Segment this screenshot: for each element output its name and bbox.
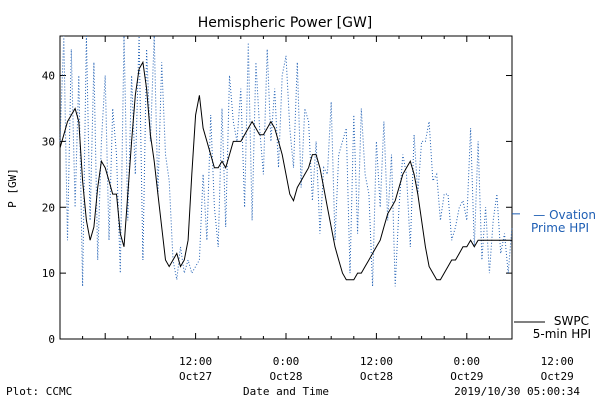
y-tick-label: 0 — [48, 333, 55, 346]
legend-swpc-line1: SWPC — [554, 314, 589, 328]
x-tick-time-label: 12:00 — [360, 355, 393, 368]
legend-ovation-line1: — Ovation — [533, 208, 596, 222]
legend-ovation-prime: — Ovation Prime HPI — [512, 208, 596, 235]
footer-plot-credit: Plot: CCMC — [6, 385, 72, 398]
x-tick-date-label: Oct28 — [360, 370, 393, 383]
x-tick-date-label: Oct29 — [450, 370, 483, 383]
x-tick-time-label: 0:00 — [454, 355, 481, 368]
y-axis-label: P [GW] — [6, 168, 19, 208]
series-ovation-prime-hpi — [59, 35, 513, 287]
x-tick-time-label: 12:00 — [541, 355, 574, 368]
x-ticks: 12:00 Oct27 0:00 Oct28 12:00 Oct28 0:00 Oct29 12… — [59, 36, 574, 383]
x-tick-time-label: 12:00 — [179, 355, 212, 368]
legend-swpc-line2: 5-min HPI — [533, 327, 591, 341]
y-tick-label: 30 — [42, 135, 55, 148]
x-tick-date-label: Oct27 — [179, 370, 212, 383]
y-tick-label: 40 — [42, 70, 55, 83]
y-tick-label: 10 — [42, 267, 55, 280]
legend-swpc: SWPC 5-min HPI — [514, 314, 591, 341]
chart-title: Hemispheric Power [GW] — [198, 15, 373, 31]
x-tick-time-label: 0:00 — [273, 355, 300, 368]
x-tick-date-label: Oct28 — [269, 370, 302, 383]
x-tick-date-label: Oct29 — [541, 370, 574, 383]
y-ticks: 0 10 20 30 40 — [42, 70, 512, 346]
legend-ovation-line2: Prime HPI — [531, 221, 589, 235]
x-axis-label: Date and Time — [243, 385, 329, 398]
series-swpc-hpi — [59, 60, 512, 281]
y-tick-label: 20 — [42, 201, 55, 214]
series-layer — [59, 35, 513, 287]
footer-timestamp: 2019/10/30 05:00:34 — [454, 385, 580, 398]
